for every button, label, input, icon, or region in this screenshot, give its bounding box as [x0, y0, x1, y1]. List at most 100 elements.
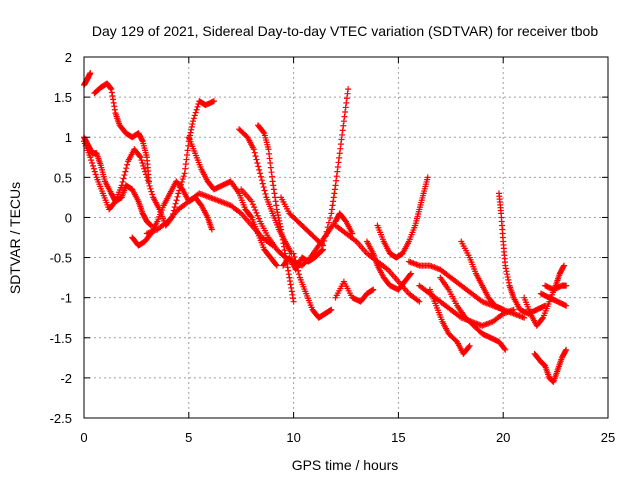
chart-title: Day 129 of 2021, Sidereal Day-to-day VTE…	[92, 23, 599, 39]
data-point	[500, 306, 507, 313]
data-point	[407, 271, 414, 278]
y-tick-label: -1.5	[50, 331, 72, 346]
data-point	[407, 270, 414, 277]
data-point	[563, 282, 570, 289]
data-point	[174, 193, 181, 200]
data-point	[539, 315, 546, 322]
data-point	[510, 306, 517, 313]
data-point	[119, 178, 126, 185]
data-point	[255, 215, 262, 222]
data-point	[259, 180, 266, 187]
data-point	[148, 188, 155, 195]
data-point	[319, 246, 326, 253]
data-point	[140, 162, 147, 169]
data-point	[91, 168, 98, 175]
x-tick-label: 20	[496, 430, 510, 445]
data-point	[139, 160, 146, 167]
y-tick-label: 2	[65, 50, 72, 65]
data-point	[273, 262, 280, 269]
data-point	[89, 162, 96, 169]
data-point	[194, 103, 201, 110]
data-point	[88, 157, 95, 164]
y-tick-label: 1	[65, 130, 72, 145]
data-point	[290, 250, 297, 257]
data-point	[262, 190, 269, 197]
x-tick-label: 15	[391, 430, 405, 445]
data-point	[191, 112, 198, 119]
data-point	[294, 264, 301, 271]
data-point	[255, 163, 262, 170]
data-point	[144, 177, 151, 184]
data-point	[247, 213, 254, 220]
x-tick-label: 25	[601, 430, 615, 445]
data-point	[192, 109, 199, 116]
y-tick-label: 0	[65, 210, 72, 225]
data-point	[502, 346, 509, 353]
data-point	[254, 212, 261, 219]
axis-ticks: 0 5 10 15 20 25 -2.5 -2 -1.5 -1 -0.5 0 0.5 1 1.5 2	[50, 50, 616, 445]
y-tick-label: 1.5	[54, 90, 72, 105]
data-point	[208, 226, 215, 233]
data-point	[146, 182, 153, 189]
data-point	[258, 177, 265, 184]
y-tick-label: -2.5	[50, 411, 72, 426]
data-point	[295, 271, 302, 278]
data-point	[190, 115, 197, 122]
data-point	[272, 261, 279, 268]
data-point	[295, 267, 302, 274]
y-tick-label: -1	[60, 291, 72, 306]
data-point	[251, 149, 258, 156]
data-points	[81, 70, 570, 385]
data-point	[145, 180, 152, 187]
data-point	[291, 253, 298, 260]
data-point	[173, 197, 180, 204]
data-point	[189, 118, 196, 125]
data-point	[370, 286, 377, 293]
data-point	[87, 70, 94, 77]
data-point	[252, 153, 259, 160]
data-point	[328, 306, 335, 313]
data-point	[210, 98, 217, 105]
data-point	[136, 153, 143, 160]
data-point	[253, 156, 260, 163]
data-point	[563, 302, 570, 309]
data-point	[251, 204, 258, 211]
data-point	[142, 168, 149, 175]
data-point	[261, 187, 268, 194]
data-point	[120, 175, 127, 182]
data-point	[252, 206, 259, 213]
data-point	[293, 260, 300, 267]
data-point	[90, 165, 97, 172]
data-point	[323, 228, 330, 235]
data-point	[149, 191, 156, 198]
data-point	[138, 157, 145, 164]
data-point	[143, 174, 150, 181]
data-point	[253, 209, 260, 216]
data-point	[325, 219, 332, 226]
x-tick-label: 0	[80, 430, 87, 445]
data-point	[249, 201, 256, 208]
data-point	[171, 204, 178, 211]
data-point	[124, 161, 131, 168]
data-point	[122, 168, 129, 175]
data-point	[87, 154, 94, 161]
data-point	[175, 190, 182, 197]
data-point	[172, 200, 179, 207]
data-point	[250, 146, 257, 153]
data-point	[345, 86, 352, 93]
data-point	[257, 173, 264, 180]
data-point	[563, 346, 570, 353]
data-point	[416, 298, 423, 305]
data-point	[89, 160, 96, 167]
data-point	[254, 160, 261, 167]
data-point	[322, 233, 329, 240]
data-point	[501, 345, 508, 352]
data-point	[147, 185, 154, 192]
data-point	[92, 171, 99, 178]
data-point	[318, 241, 325, 248]
data-point	[465, 343, 472, 350]
data-point	[290, 298, 297, 305]
data-point	[424, 174, 431, 181]
data-point	[141, 165, 148, 172]
